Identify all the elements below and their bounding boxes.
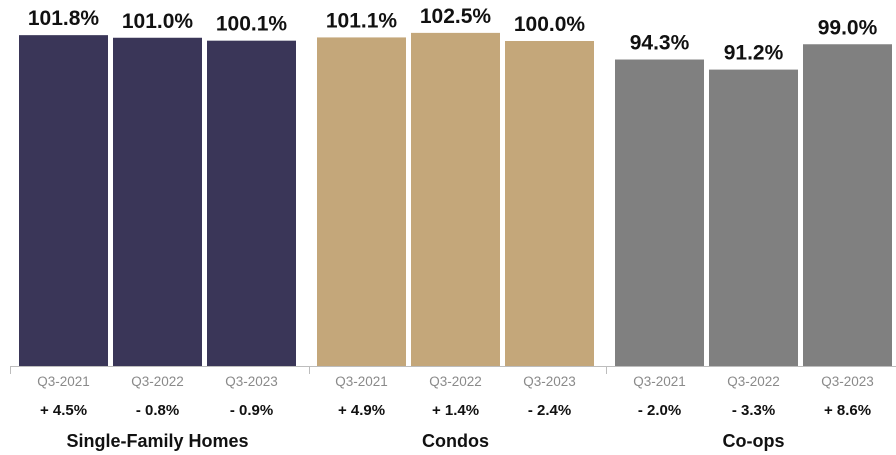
change-label: + 8.6% — [824, 402, 871, 419]
change-label: - 0.8% — [136, 402, 179, 419]
bar-value-label: 101.0% — [122, 10, 194, 33]
bar-value-label: 101.8% — [28, 7, 100, 30]
bar-value-label: 91.2% — [724, 42, 784, 65]
bar — [615, 59, 704, 367]
change-label: + 4.5% — [40, 402, 87, 419]
group-label: Co-ops — [723, 431, 785, 451]
change-label: - 2.4% — [528, 402, 571, 419]
bar — [113, 37, 202, 366]
axis-ticks — [10, 366, 607, 374]
change-label: - 3.3% — [732, 402, 775, 419]
bar — [207, 40, 296, 367]
bar — [505, 41, 594, 366]
bar — [19, 35, 108, 367]
x-tick-label: Q3-2021 — [335, 374, 388, 389]
bar-value-label: 100.0% — [514, 13, 586, 36]
change-label: - 2.0% — [638, 402, 681, 419]
bar-value-label: 102.5% — [420, 5, 492, 28]
labels-layer: 101.8% Q3-2021 + 4.5% 101.0% Q3-2022 - 0.8% 10… — [28, 5, 878, 451]
group-label: Single-Family Homes — [66, 431, 248, 451]
x-tick-label: Q3-2023 — [821, 374, 874, 389]
x-tick-label: Q3-2023 — [523, 374, 576, 389]
bar-value-label: 101.1% — [326, 9, 398, 32]
bar — [317, 37, 406, 367]
x-tick-label: Q3-2021 — [633, 374, 686, 389]
bars-layer — [19, 32, 892, 367]
bar-value-label: 99.0% — [818, 16, 878, 39]
bar-value-label: 94.3% — [630, 32, 690, 55]
bar — [709, 69, 798, 366]
bar — [803, 44, 892, 366]
x-tick-label: Q3-2022 — [727, 374, 780, 389]
x-tick-label: Q3-2023 — [225, 374, 278, 389]
x-tick-label: Q3-2022 — [131, 374, 184, 389]
change-label: + 1.4% — [432, 402, 479, 419]
group-label: Condos — [422, 431, 489, 451]
bar-value-label: 100.1% — [216, 13, 288, 36]
x-tick-label: Q3-2022 — [429, 374, 482, 389]
bar — [411, 32, 500, 366]
change-label: - 0.9% — [230, 402, 273, 419]
x-tick-label: Q3-2021 — [37, 374, 90, 389]
change-label: + 4.9% — [338, 402, 385, 419]
